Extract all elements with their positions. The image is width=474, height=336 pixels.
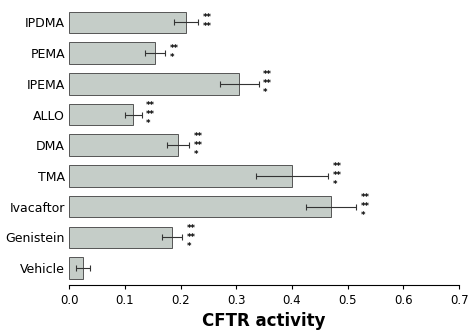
Bar (69, 134, 178, 156)
Text: **
*: ** * (170, 44, 179, 62)
Text: **
**
*: ** ** * (193, 132, 202, 159)
Bar (69, 104, 133, 125)
Bar (69, 42, 155, 64)
Text: **
**
*: ** ** * (263, 70, 272, 97)
Text: **
**: ** ** (203, 13, 212, 32)
Bar (69, 196, 331, 217)
Text: **
**
*: ** ** * (333, 162, 342, 190)
Bar (69, 257, 83, 279)
Text: **
**
*: ** ** * (187, 224, 196, 251)
Bar (69, 73, 239, 94)
Bar (69, 12, 186, 33)
X-axis label: CFTR activity: CFTR activity (202, 312, 326, 330)
Bar (69, 165, 292, 186)
Text: **
**
*: ** ** * (146, 101, 155, 128)
Bar (69, 226, 172, 248)
Text: **
**
*: ** ** * (361, 193, 370, 220)
